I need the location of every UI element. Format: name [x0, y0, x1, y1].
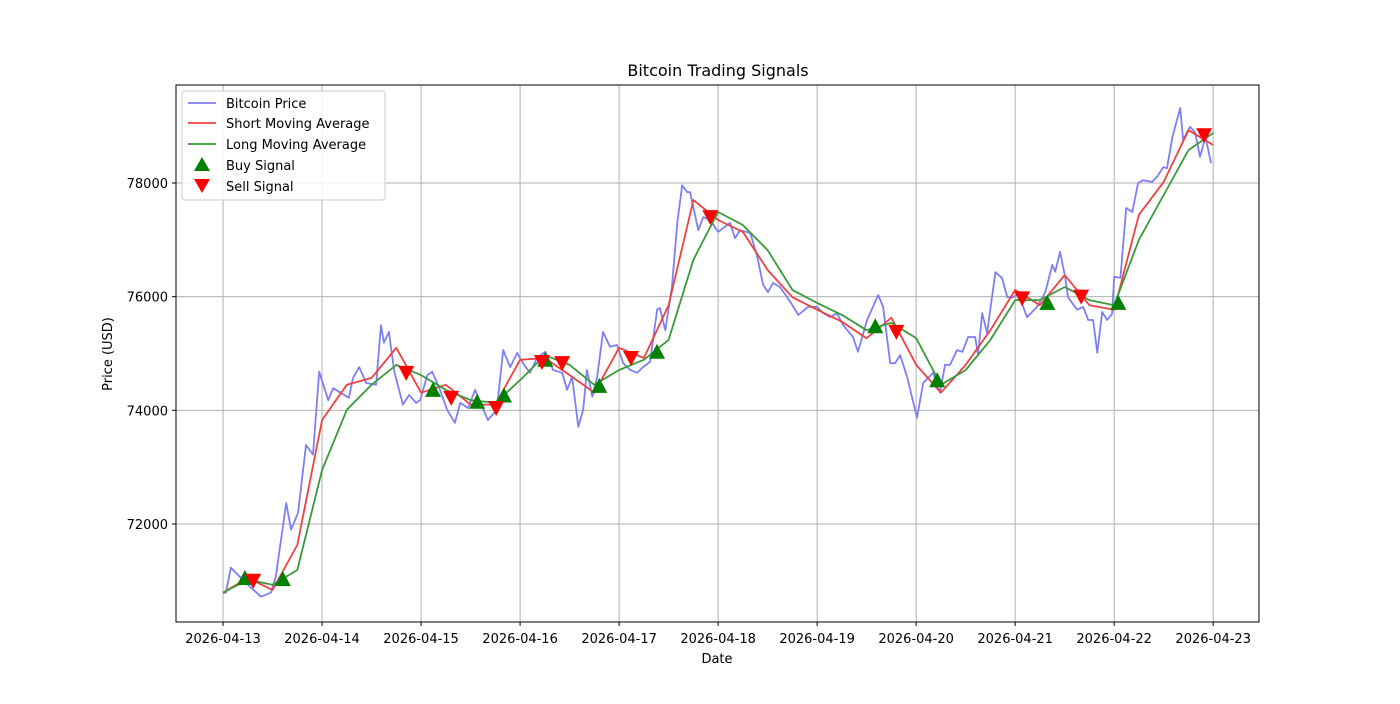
legend-box [181, 90, 386, 201]
buy-signal-marker [1110, 294, 1127, 310]
legend: Bitcoin Price Short Moving Average Long … [181, 90, 386, 201]
series-layer [222, 107, 1214, 598]
x-tick-label: 2026-04-19 [779, 632, 855, 647]
x-tick-label: 2026-04-23 [1175, 632, 1251, 647]
buy-signal-marker [929, 372, 946, 388]
x-tick-label: 2026-04-22 [1076, 632, 1152, 647]
x-tick-label: 2026-04-14 [284, 632, 360, 647]
buy-signal-marker [1039, 294, 1056, 310]
bitcoin-price-line [223, 107, 1212, 598]
legend-short-label: Short Moving Average [226, 117, 370, 132]
y-tick-label: 74000 [127, 404, 168, 419]
legend-sell-marker [194, 179, 210, 193]
ticks: 2026-04-13 2026-04-14 2026-04-15 2026-04-16… [127, 177, 1251, 647]
x-axis-label: Date [701, 652, 732, 667]
buy-signal-marker [469, 393, 486, 409]
buy-signal-marker [425, 381, 442, 397]
sell-signal-marker [398, 365, 415, 381]
sell-signal-marker [1073, 289, 1090, 305]
sell-signal-marker [1196, 128, 1213, 144]
y-tick-label: 78000 [127, 177, 168, 192]
legend-price-label: Bitcoin Price [226, 97, 306, 112]
sell-signal-marker [488, 401, 505, 417]
buy-signal-marker [649, 343, 666, 359]
buy-signal-marker [495, 387, 512, 403]
x-tick-label: 2026-04-13 [185, 632, 261, 647]
sell-signal-marker [888, 324, 905, 340]
legend-sell-label: Sell Signal [226, 180, 294, 195]
sell-signal-marker [533, 355, 550, 371]
buy-signal-marker [236, 569, 253, 585]
legend-buy-marker [194, 157, 210, 171]
legend-long-label: Long Moving Average [226, 138, 366, 153]
sell-signal-marker [623, 351, 640, 367]
y-tick-label: 76000 [127, 291, 168, 306]
legend-buy-label: Buy Signal [226, 159, 295, 174]
x-tick-label: 2026-04-15 [383, 632, 459, 647]
plot-frame [175, 84, 1260, 623]
sell-signal-marker [443, 390, 460, 406]
sell-signal-marker [702, 210, 719, 226]
grid [176, 85, 1259, 622]
x-tick-label: 2026-04-20 [878, 632, 954, 647]
sell-signal-marker [245, 573, 262, 589]
buy-signal-marker [591, 377, 608, 393]
long-moving-average-line [222, 132, 1214, 594]
sell-signal-marker [1014, 291, 1031, 307]
x-tick-label: 2026-04-18 [680, 632, 756, 647]
x-tick-label: 2026-04-21 [977, 632, 1053, 647]
y-axis-label: Price (USD) [101, 317, 116, 391]
x-tick-label: 2026-04-17 [581, 632, 657, 647]
y-tick-label: 72000 [127, 518, 168, 533]
buy-signal-marker [867, 318, 884, 334]
buy-signal-marker [274, 571, 291, 587]
x-tick-label: 2026-04-16 [482, 632, 558, 647]
chart-title: Bitcoin Trading Signals [627, 61, 808, 80]
sell-signal-marker [554, 356, 571, 372]
